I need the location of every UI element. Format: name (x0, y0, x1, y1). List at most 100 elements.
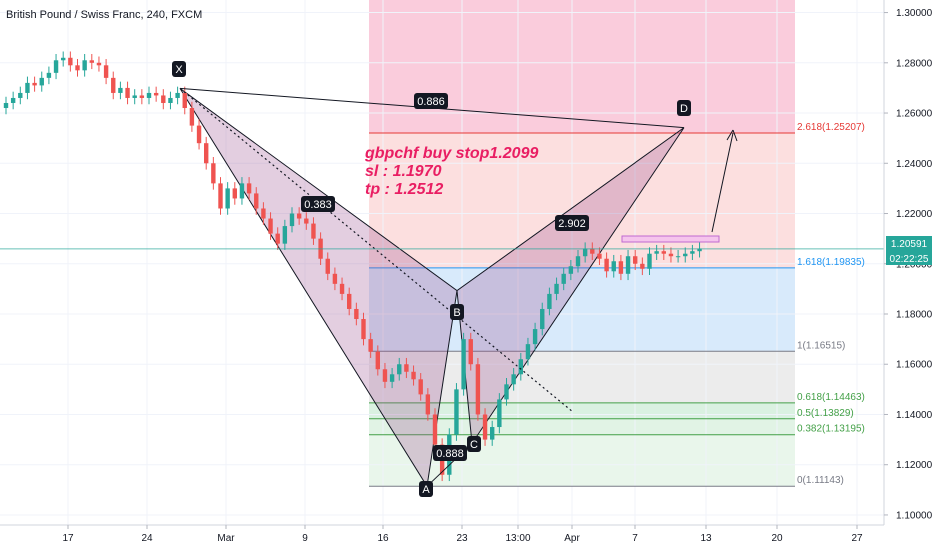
candle-body-0 (3, 102, 9, 109)
fib-label-2: 1(1.16515) (797, 340, 845, 351)
candle-body-83 (597, 253, 602, 259)
candle-body-63 (454, 389, 459, 435)
fib-zone-3 (369, 351, 795, 403)
point-b-bg (450, 304, 464, 320)
candle-body-19 (139, 95, 145, 98)
point-c-text: C (470, 439, 478, 451)
candle-body-42 (304, 218, 309, 224)
candle-body-48 (347, 293, 352, 309)
candle-body-30 (218, 183, 223, 209)
point-d: D (677, 100, 691, 116)
candle-body-41 (296, 213, 302, 219)
candle-body-9 (68, 57, 73, 66)
candle-body-46 (332, 273, 338, 284)
point-d-text: D (680, 103, 688, 115)
candle-body-4 (32, 82, 37, 86)
y-tick-label-9: 1.12000 (896, 460, 932, 471)
x-axis-ticks: 17 24 Mar 9 16 23 13:00 Apr 7 13 20 27 (62, 525, 863, 544)
candle-body-76 (547, 293, 552, 309)
candle-body-77 (554, 283, 559, 294)
point-c: C (467, 436, 481, 452)
fib-zone-5 (369, 418, 795, 435)
candle-body-10 (75, 65, 80, 71)
candle-body-52 (375, 351, 380, 370)
price-tag: 1.20591 02:22:25 (886, 236, 932, 265)
candle-body-95 (683, 253, 688, 257)
fib-label-3: 0.618(1.14463) (797, 392, 865, 403)
x-tick-label-2: Mar (217, 533, 235, 544)
x-tick-label-7: Apr (564, 533, 580, 544)
annotation-line-1: gbpchf buy stop1.2099 (364, 145, 538, 162)
candle-body-35 (254, 193, 259, 209)
candle-body-47 (339, 283, 345, 294)
candle-body-31 (225, 188, 230, 209)
candle-body-33 (239, 183, 245, 199)
x-tick-label-4: 16 (377, 533, 389, 544)
candle-body-87 (625, 256, 631, 274)
candle-body-13 (96, 62, 102, 66)
fib-label-4: 0.5(1.13829) (797, 408, 854, 419)
candle-body-28 (204, 143, 209, 164)
ratio-abc: 0.888 (433, 445, 467, 461)
chart-title: British Pound / Swiss Franc, 240, FXCM (6, 9, 202, 21)
candle-body-26 (189, 108, 195, 126)
candle-body-60 (432, 414, 438, 445)
candle-body-50 (361, 319, 366, 340)
candle-body-73 (525, 344, 531, 360)
candle-body-91 (654, 251, 659, 254)
y-tick-label-6: 1.18000 (896, 309, 932, 320)
candle-body-29 (211, 163, 216, 184)
x-tick-label-9: 13 (700, 533, 712, 544)
candle-body-51 (368, 339, 373, 352)
candle-body-49 (354, 308, 359, 320)
candle-body-12 (89, 60, 94, 63)
ratio-abc-bg (433, 445, 467, 461)
candle-body-38 (275, 233, 280, 244)
candle-body-22 (161, 95, 166, 103)
ratio-xab-bg (301, 196, 335, 212)
candle-body-84 (604, 258, 609, 272)
y-tick-label-2: 1.26000 (896, 109, 932, 120)
point-a-bg (419, 481, 433, 497)
fib-label-1: 1.618(1.19835) (797, 257, 865, 268)
breakout-zone (621, 235, 720, 243)
candle-body-14 (103, 65, 109, 78)
point-x: X (172, 61, 186, 77)
ratio-xd: 0.886 (414, 93, 448, 109)
candle-body-43 (311, 223, 316, 239)
candle-body-2 (18, 92, 23, 98)
point-c-bg (467, 436, 481, 452)
candle-body-34 (246, 183, 252, 194)
point-b: B (450, 304, 464, 320)
point-x-text: X (175, 64, 183, 76)
candle-body-72 (518, 359, 523, 375)
x-tick-label-1: 24 (141, 533, 153, 544)
annotation-line-2: sl : 1.1970 (365, 163, 442, 180)
price-tag-value: 1.20591 (891, 239, 928, 250)
candle-body-55 (397, 364, 402, 375)
candle-body-53 (382, 369, 388, 382)
y-tick-label-3: 1.24000 (896, 159, 932, 170)
x-tick-label-0: 17 (62, 533, 74, 544)
ratio-xab-text: 0.383 (304, 199, 332, 211)
point-b-text: B (453, 307, 460, 319)
candle-body-45 (325, 258, 330, 274)
candle-body-8 (61, 57, 66, 61)
ratio-xab: 0.383 (301, 196, 335, 212)
fib-label-5: 0.382(1.13195) (797, 424, 865, 435)
target-arrow-line (711, 132, 734, 233)
candle-body-80 (575, 256, 581, 267)
candle-body-94 (675, 256, 681, 258)
ratio-abc-text: 0.888 (436, 448, 464, 460)
y-tick-label-4: 1.22000 (896, 209, 932, 220)
candle-body-36 (261, 208, 266, 219)
candle-body-97 (697, 248, 702, 252)
candle-body-15 (111, 77, 116, 93)
ratio-bcd-text: 2.902 (558, 218, 586, 230)
candle-body-90 (647, 253, 652, 269)
candle-body-78 (561, 273, 566, 284)
ratio-xd-text: 0.886 (417, 96, 445, 108)
ratio-xd-bg (414, 93, 448, 109)
candle-body-71 (511, 374, 516, 385)
